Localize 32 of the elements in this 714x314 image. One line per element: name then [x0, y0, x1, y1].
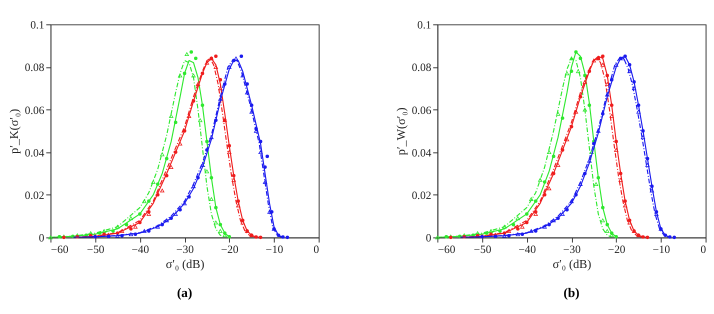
y-tick-label: 0.04: [24, 147, 45, 160]
y-tick-label: 0.02: [412, 190, 432, 202]
text: (b): [563, 285, 580, 300]
x-tick-label: −10: [266, 244, 284, 256]
x-axis-title: σ′₀ (dB): [552, 256, 592, 271]
x-tick-label: 0: [700, 244, 706, 256]
x-tick-label: −20: [608, 244, 626, 256]
x-tick-label: −50: [474, 244, 492, 256]
x-tick-label: −10: [652, 244, 671, 256]
x-tick-label: −40: [518, 244, 536, 256]
y-tick-label: 0: [426, 232, 432, 245]
y-tick-label: 0: [38, 232, 45, 245]
x-tick-label: −30: [176, 244, 194, 256]
x-tick-label: −50: [86, 244, 105, 256]
y-tick-label: 0.06: [412, 104, 432, 117]
x-axis-title: σ′₀ (dB): [166, 256, 204, 271]
text: (a): [176, 285, 192, 300]
x-tick-label: −60: [50, 244, 69, 256]
y-axis-title: p′_K(σ′₀): [7, 108, 22, 154]
y-tick-label: 0.1: [417, 20, 432, 32]
x-tick-label: −30: [563, 244, 582, 256]
x-tick-label: −60: [438, 244, 456, 256]
y-tick-label: 0.08: [24, 62, 45, 74]
y-axis-title: p′_W(σ′₀): [394, 107, 408, 156]
y-tick-label: 0.08: [412, 62, 432, 74]
x-tick-label: −20: [220, 244, 239, 256]
y-tick-label: 0.1: [30, 20, 44, 32]
y-tick-label: 0.06: [24, 104, 45, 117]
y-tick-label: 0.02: [24, 190, 44, 202]
x-tick-label: 0: [314, 244, 320, 256]
y-tick-label: 0.04: [412, 147, 432, 160]
x-tick-label: −40: [132, 244, 150, 256]
